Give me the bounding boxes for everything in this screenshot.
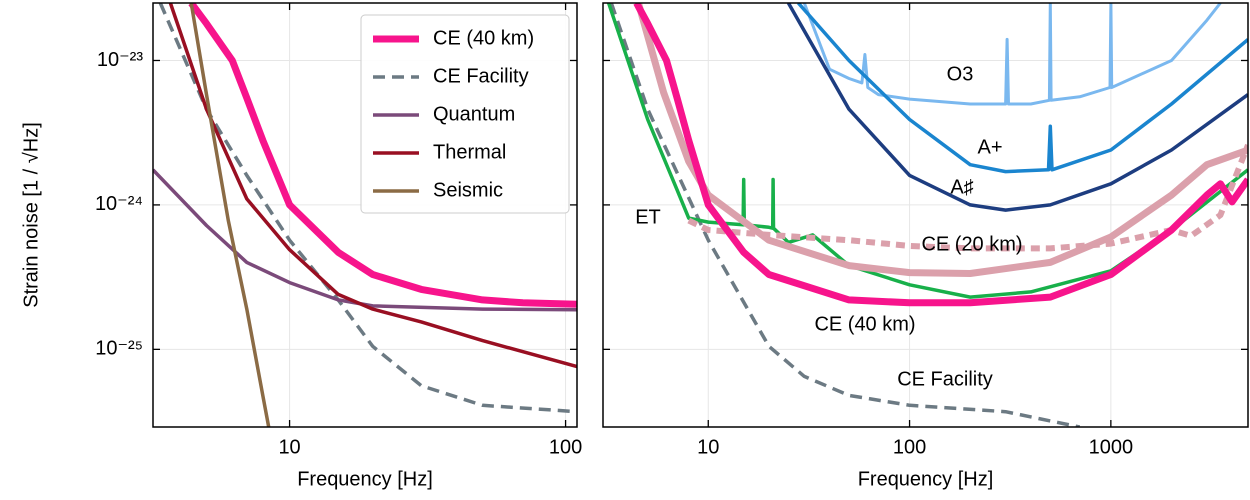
x-axis-label: Frequency [Hz] [297,468,433,490]
series-line [606,3,1248,299]
legend-label: Seismic [433,179,503,201]
legend-label: Thermal [433,141,506,163]
legend-label: CE (40 km) [433,27,534,49]
y-tick-label: 10⁻²⁵ [95,338,143,360]
x-tick-label: 100 [893,436,926,458]
curve-label: ET [635,206,661,228]
curve-label: A♯ [950,176,973,198]
plot-frame [152,2,578,428]
y-tick-label: 10⁻²³ [97,49,143,71]
series-line [687,143,1248,252]
legend-box [360,14,570,214]
y-axis-label: Strain noise [1 / √Hz] [20,122,42,308]
x-tick-label: 1000 [1089,436,1134,458]
plot-area [153,3,577,427]
plot-area [606,3,1248,427]
series-line [168,3,577,369]
y-tick-label: 10⁻²⁴ [95,193,143,215]
curve-label: CE Facility [897,368,993,390]
legend-label: Quantum [433,103,515,125]
series-line [802,3,1222,106]
curve-label: A+ [977,136,1002,158]
x-tick-label: 10 [278,436,300,458]
series-line [796,3,1248,174]
curve-label: O3 [947,63,974,85]
plot-frame [602,2,1249,428]
series-line [635,3,1248,277]
series-line [188,3,577,308]
x-tick-label: 100 [549,436,582,458]
series-line [153,168,577,312]
x-tick-label: 10 [697,436,719,458]
series-line [189,3,271,427]
series-line [786,3,1248,212]
curve-label: CE (40 km) [814,313,915,335]
series-line [609,3,1081,427]
curve-label: CE (20 km) [921,233,1022,255]
series-line [633,3,1248,307]
x-axis-label: Frequency [Hz] [858,468,994,490]
legend-label: CE Facility [433,65,529,87]
